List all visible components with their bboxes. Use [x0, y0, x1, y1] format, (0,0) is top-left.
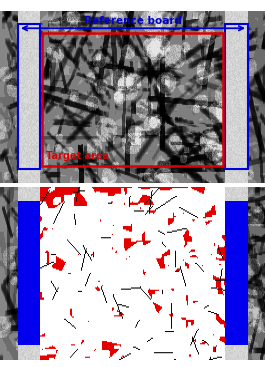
Text: Reference board: Reference board	[84, 16, 182, 26]
Bar	[18, 24, 40, 169]
Text: Target area: Target area	[46, 151, 109, 161]
Bar	[225, 24, 248, 169]
Bar	[225, 200, 248, 345]
Bar	[42, 33, 223, 166]
Bar	[18, 200, 40, 345]
Text: (a): (a)	[124, 192, 141, 206]
